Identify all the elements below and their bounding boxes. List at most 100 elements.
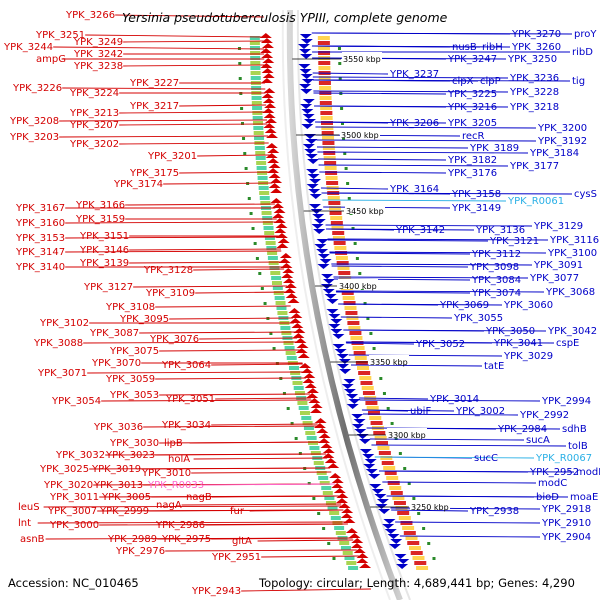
gene-label-right[interactable]: YPK_3112 <box>471 249 521 260</box>
gene-label-left[interactable]: YPK_3088 <box>33 338 83 349</box>
gene-label-right[interactable]: YPK_3216 <box>447 102 497 113</box>
gene-label-left[interactable]: holA <box>168 454 190 465</box>
gene-label-left[interactable]: YPK_3019 <box>91 464 141 475</box>
gene-label-left[interactable]: YPK_3226 <box>12 83 62 94</box>
gene-label-left[interactable]: YPK_2976 <box>115 546 165 557</box>
gene-label-right[interactable]: clpX <box>452 76 474 87</box>
gene-label-right[interactable]: YPK_2910 <box>541 518 591 529</box>
gene-label-right[interactable]: tig <box>572 76 585 87</box>
gene-label-left[interactable]: YPK_3051 <box>165 394 215 405</box>
gene-label-left[interactable]: YPK_2989 <box>107 534 157 545</box>
gene-label-left[interactable]: YPK_3208 <box>9 116 59 127</box>
gene-label-left[interactable]: YPK_3153 <box>15 233 65 244</box>
gene-label-left[interactable]: YPK_3139 <box>79 258 129 269</box>
gene-label-right[interactable]: YPK_3116 <box>549 235 599 246</box>
gene-label-left[interactable]: YPK_3249 <box>73 37 123 48</box>
gene-label-right[interactable]: YPK_3250 <box>507 54 557 65</box>
gene-label-left[interactable]: YPK_3070 <box>91 358 141 369</box>
gene-label-left[interactable]: YPK_2943 <box>191 586 241 597</box>
gene-label-right[interactable]: clpP <box>480 76 501 87</box>
gene-label-right[interactable]: YPK_3002 <box>455 406 505 417</box>
gene-label-right[interactable]: YPK_3260 <box>511 42 561 53</box>
gene-label-left[interactable]: fur <box>230 506 245 517</box>
gene-label-left[interactable]: YPK_R0033 <box>147 480 204 491</box>
gene-label-right[interactable]: YPK_3121 <box>489 236 539 247</box>
gene-label-left[interactable]: YPK_3011 <box>49 492 99 503</box>
gene-label-left[interactable]: YPK_3013 <box>93 480 143 491</box>
gene-label-left[interactable]: YPK_3166 <box>75 200 125 211</box>
gene-label-right[interactable]: proY <box>574 29 597 40</box>
gene-label-right[interactable]: modB <box>576 467 600 478</box>
gene-label-right[interactable]: YPK_3055 <box>453 313 503 324</box>
gene-label-right[interactable]: YPK_2994 <box>541 396 591 407</box>
gene-label-right[interactable]: YPK_3192 <box>537 136 587 147</box>
gene-label-left[interactable]: YPK_3174 <box>113 179 163 190</box>
gene-label-right[interactable]: YPK_3136 <box>475 225 525 236</box>
gene-label-right[interactable]: bioD <box>536 492 559 503</box>
gene-label-right[interactable]: YPK_3060 <box>503 300 553 311</box>
gene-label-right[interactable]: YPK_2904 <box>541 532 591 543</box>
gene-label-right[interactable]: YPK_R0067 <box>535 453 592 464</box>
gene-label-right[interactable]: ribH <box>482 42 503 53</box>
gene-label-right[interactable]: YPK_3041 <box>493 338 543 349</box>
gene-label-right[interactable]: YPK_3247 <box>447 54 497 65</box>
gene-label-left[interactable]: YPK_3010 <box>141 468 191 479</box>
gene-label-left[interactable]: YPK_3224 <box>69 88 119 99</box>
gene-label-left[interactable]: lnt <box>18 518 31 529</box>
gene-label-left[interactable]: YPK_3095 <box>119 314 169 325</box>
gene-label-left[interactable]: ampG <box>36 54 66 65</box>
gene-label-left[interactable]: YPK_3140 <box>15 262 65 273</box>
gene-label-right[interactable]: YPK_3029 <box>503 351 553 362</box>
gene-label-right[interactable]: YPK_3164 <box>389 184 439 195</box>
gene-label-right[interactable]: recR <box>462 131 485 142</box>
gene-label-left[interactable]: YPK_3201 <box>147 151 197 162</box>
gene-label-left[interactable]: YPK_3147 <box>15 247 65 258</box>
gene-label-right[interactable]: sdhB <box>562 424 587 435</box>
gene-label-left[interactable]: YPK_3127 <box>83 282 133 293</box>
gene-label-right[interactable]: nusB <box>452 42 477 53</box>
gene-label-left[interactable]: YPK_3005 <box>101 492 151 503</box>
gene-label-right[interactable]: YPK_3100 <box>547 248 597 259</box>
gene-label-right[interactable]: YPK_3068 <box>545 287 595 298</box>
gene-label-right[interactable]: YPK_3158 <box>451 189 501 200</box>
gene-label-right[interactable]: sucC <box>474 453 498 464</box>
gene-label-right[interactable]: YPK_2918 <box>541 504 591 515</box>
gene-label-right[interactable]: YPK_3074 <box>471 288 521 299</box>
gene-label-left[interactable]: nagB <box>186 492 212 503</box>
gene-label-right[interactable]: YPK_3084 <box>471 275 521 286</box>
gene-label-right[interactable]: YPK_2992 <box>519 410 569 421</box>
gene-label-left[interactable]: YPK_3213 <box>69 108 119 119</box>
gene-label-left[interactable]: YPK_3054 <box>51 396 101 407</box>
gene-label-right[interactable]: tatE <box>484 361 504 372</box>
gene-label-left[interactable]: YPK_3064 <box>161 360 211 371</box>
gene-label-left[interactable]: YPK_3175 <box>129 168 179 179</box>
gene-label-left[interactable]: YPK_3203 <box>9 132 59 143</box>
gene-label-left[interactable]: YPK_3244 <box>3 42 53 53</box>
gene-label-left[interactable]: YPK_2999 <box>99 506 149 517</box>
gene-label-left[interactable]: YPK_3000 <box>49 520 99 531</box>
gene-label-left[interactable]: YPK_3227 <box>129 78 179 89</box>
gene-label-left[interactable]: YPK_3202 <box>69 139 119 150</box>
gene-label-left[interactable]: YPK_3075 <box>109 346 159 357</box>
gene-label-left[interactable]: YPK_2951 <box>211 552 261 563</box>
gene-label-right[interactable]: moaE <box>570 492 598 503</box>
gene-label-left[interactable]: YPK_2975 <box>161 534 211 545</box>
gene-label-right[interactable]: YPK_3069 <box>439 300 489 311</box>
gene-label-right[interactable]: YPK_3182 <box>447 155 497 166</box>
gene-label-left[interactable]: YPK_3251 <box>35 30 85 41</box>
gene-label-right[interactable]: YPK_3052 <box>415 339 465 350</box>
gene-label-left[interactable]: YPK_3102 <box>39 318 89 329</box>
gene-label-right[interactable]: YPK_3206 <box>389 118 439 129</box>
gene-label-left[interactable]: asnB <box>20 534 45 545</box>
gene-label-left[interactable]: YPK_3238 <box>73 61 123 72</box>
gene-label-left[interactable]: YPK_3076 <box>149 334 199 345</box>
gene-label-left[interactable]: leuS <box>18 502 40 513</box>
gene-label-right[interactable]: YPK_3091 <box>533 260 583 271</box>
gene-label-left[interactable]: YPK_2986 <box>155 520 205 531</box>
gene-label-left[interactable]: YPK_3159 <box>75 214 125 225</box>
gene-label-right[interactable]: YPK_3200 <box>537 123 587 134</box>
gene-label-left[interactable]: YPK_3025 <box>39 464 89 475</box>
gene-label-right[interactable]: YPK_3205 <box>447 118 497 129</box>
gene-label-right[interactable]: modC <box>538 478 567 489</box>
gene-label-left[interactable]: YPK_3023 <box>105 450 155 461</box>
